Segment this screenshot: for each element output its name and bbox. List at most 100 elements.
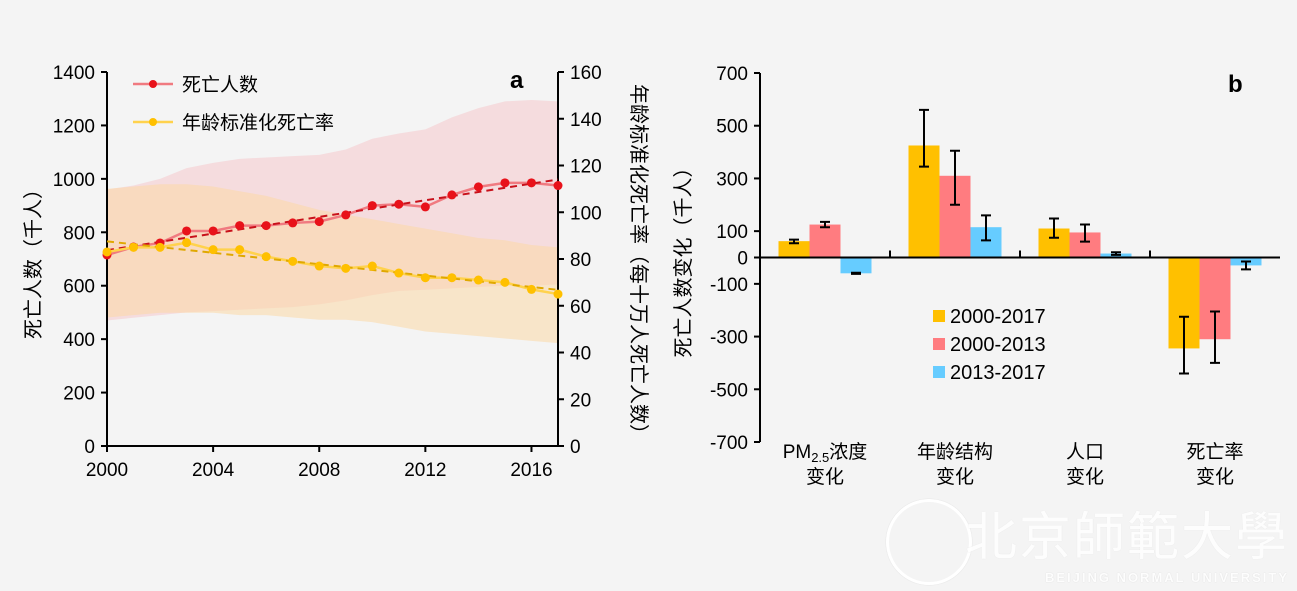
- data-point: [526, 178, 536, 188]
- data-point: [447, 190, 457, 200]
- category-name: 人口: [1066, 441, 1104, 463]
- category-label-line2-2: 变化: [1066, 466, 1104, 488]
- data-point: [261, 252, 271, 262]
- right-tick-label: 80: [570, 250, 591, 271]
- error-bar: [820, 220, 830, 229]
- category-label-line2-3: 变化: [1196, 466, 1234, 488]
- legend-marker-0: [149, 80, 157, 88]
- trend-line-0: [106, 178, 559, 252]
- x-tick-label: 2016: [510, 460, 552, 481]
- data-point: [155, 242, 165, 252]
- data-point: [129, 242, 139, 252]
- left-tick-label: 400: [63, 330, 95, 351]
- error-bar: [1210, 310, 1220, 364]
- b-y-tick-label: -100: [710, 275, 748, 296]
- watermark-en: BEIJING NORMAL UNIVERSITY: [1044, 570, 1289, 585]
- legend-swatch-0: [933, 310, 945, 322]
- legend-marker-1: [149, 118, 157, 126]
- error-bar: [1049, 217, 1059, 239]
- right-tick-label: 120: [570, 157, 602, 178]
- category-label-0: PM2.5浓度: [783, 441, 868, 465]
- data-point: [182, 238, 192, 248]
- data-point: [261, 221, 271, 231]
- error-bar: [789, 238, 799, 245]
- x-tick-label: 2004: [192, 460, 235, 481]
- data-point: [367, 201, 377, 211]
- university-seal-logo: [886, 499, 972, 585]
- category-label-3: 死亡率: [1186, 441, 1243, 463]
- data-point: [288, 218, 298, 228]
- right-tick-label: 0: [570, 437, 581, 458]
- legend-label-b-0: 2000-2017: [950, 306, 1046, 328]
- data-point: [102, 247, 112, 257]
- legend-label-0: 死亡人数: [182, 74, 258, 96]
- data-point: [314, 217, 324, 227]
- watermark: 北京師範大學 BEIJING NORMAL UNIVERSITY: [965, 495, 1289, 585]
- b-y-axis-label: 死亡人数变化（千人）: [672, 158, 695, 358]
- data-point: [553, 289, 563, 299]
- legend-label-1: 年龄标准化死亡率: [182, 112, 334, 134]
- left-axis-label: 死亡人数（千人）: [22, 179, 45, 339]
- right-tick-label: 140: [570, 110, 602, 131]
- b-y-tick-label: 0: [737, 249, 748, 270]
- error-bar: [1111, 251, 1121, 256]
- b-y-tick-label: 100: [716, 222, 748, 243]
- right-tick-label: 160: [570, 63, 602, 84]
- data-point: [235, 245, 245, 255]
- bar-1-0: [809, 224, 841, 258]
- data-point: [447, 273, 457, 283]
- data-point: [394, 199, 404, 209]
- error-bar: [919, 108, 929, 168]
- b-y-tick-label: -300: [710, 328, 748, 349]
- right-tick-label: 20: [570, 390, 591, 411]
- data-point: [420, 202, 430, 212]
- error-bar: [981, 214, 991, 242]
- x-tick-label: 2008: [298, 460, 340, 481]
- category-name-2: 浓度: [829, 441, 867, 463]
- error-bar: [1179, 315, 1189, 375]
- left-tick-label: 200: [63, 384, 95, 405]
- right-tick-label: 100: [570, 203, 602, 224]
- bar-0-0: [778, 241, 810, 258]
- b-y-tick-label: -700: [710, 433, 748, 454]
- left-tick-label: 800: [63, 223, 95, 244]
- b-y-tick-label: 500: [716, 117, 748, 138]
- left-tick-label: 0: [84, 437, 95, 458]
- category-label-1: 年龄结构: [917, 441, 993, 463]
- data-point: [394, 268, 404, 278]
- left-tick-label: 600: [63, 277, 95, 298]
- trend-line-1: [106, 240, 559, 291]
- data-point: [500, 277, 510, 287]
- error-bar: [950, 149, 960, 206]
- data-point: [235, 221, 245, 231]
- b-y-tick-label: 300: [716, 169, 748, 190]
- legend-swatch-1: [933, 338, 945, 350]
- data-point: [208, 245, 218, 255]
- data-point: [473, 275, 483, 285]
- data-point: [420, 273, 430, 283]
- data-point: [553, 181, 563, 191]
- data-point: [473, 182, 483, 192]
- category-label-line2-0: 变化: [806, 466, 844, 488]
- category-label-line2-1: 变化: [936, 466, 974, 488]
- left-tick-label: 1400: [53, 63, 95, 84]
- b-y-tick-label: 700: [716, 64, 748, 85]
- legend-swatch-2: [933, 366, 945, 378]
- right-tick-label: 60: [570, 297, 591, 318]
- x-tick-label: 2012: [404, 460, 446, 481]
- b-y-tick-label: -500: [710, 380, 748, 401]
- error-bar: [1241, 260, 1251, 271]
- watermark-cn: 北京師範大學: [964, 508, 1289, 568]
- category-name: 死亡率: [1186, 441, 1243, 463]
- right-tick-label: 40: [570, 344, 591, 365]
- error-bar: [1080, 223, 1090, 243]
- data-point: [208, 226, 218, 236]
- data-point: [288, 256, 298, 266]
- bar-2-0: [840, 257, 872, 274]
- error-bar: [851, 271, 861, 275]
- panel-label-b: b: [1228, 71, 1243, 98]
- category-subscript: 2.5: [811, 450, 829, 465]
- legend-label-b-2: 2013-2017: [950, 362, 1046, 384]
